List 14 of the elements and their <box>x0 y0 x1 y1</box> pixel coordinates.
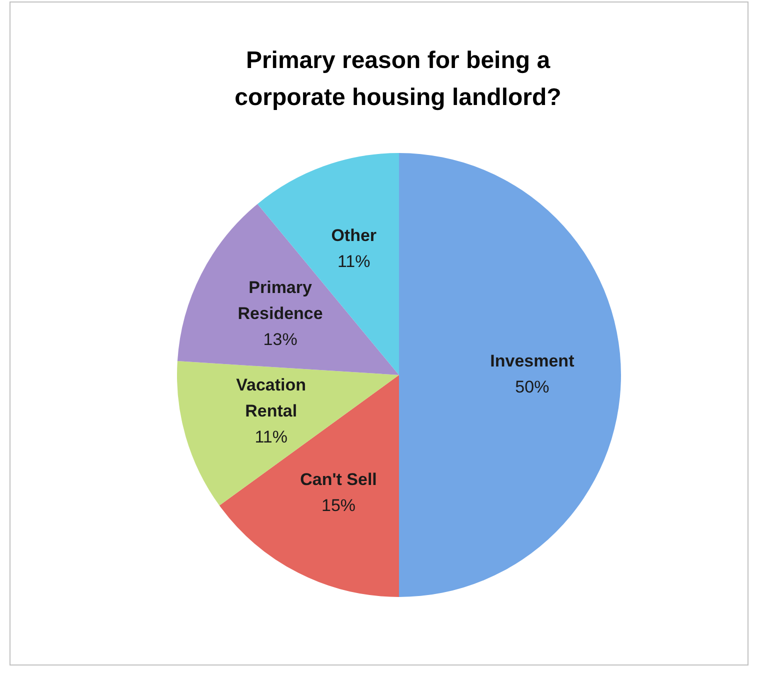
data-label: 11% <box>337 252 370 272</box>
pie-slice <box>177 204 399 375</box>
slice-label: Vacation Rental <box>236 376 306 421</box>
data-label: 11% <box>254 428 288 447</box>
data-label: 13% <box>263 330 298 350</box>
pie-slice <box>399 153 621 597</box>
slice-label: Invesment <box>490 351 575 370</box>
slice-label: Primary Residence <box>238 278 323 324</box>
pie-slice <box>219 375 399 597</box>
data-label: 50% <box>515 377 550 396</box>
data-label: 15% <box>322 496 356 516</box>
slice-label: Can't Sell <box>300 470 377 490</box>
slice-label: Other <box>331 226 377 246</box>
chart-title: Primary reason for being a corporate housing landlord? <box>234 47 562 111</box>
